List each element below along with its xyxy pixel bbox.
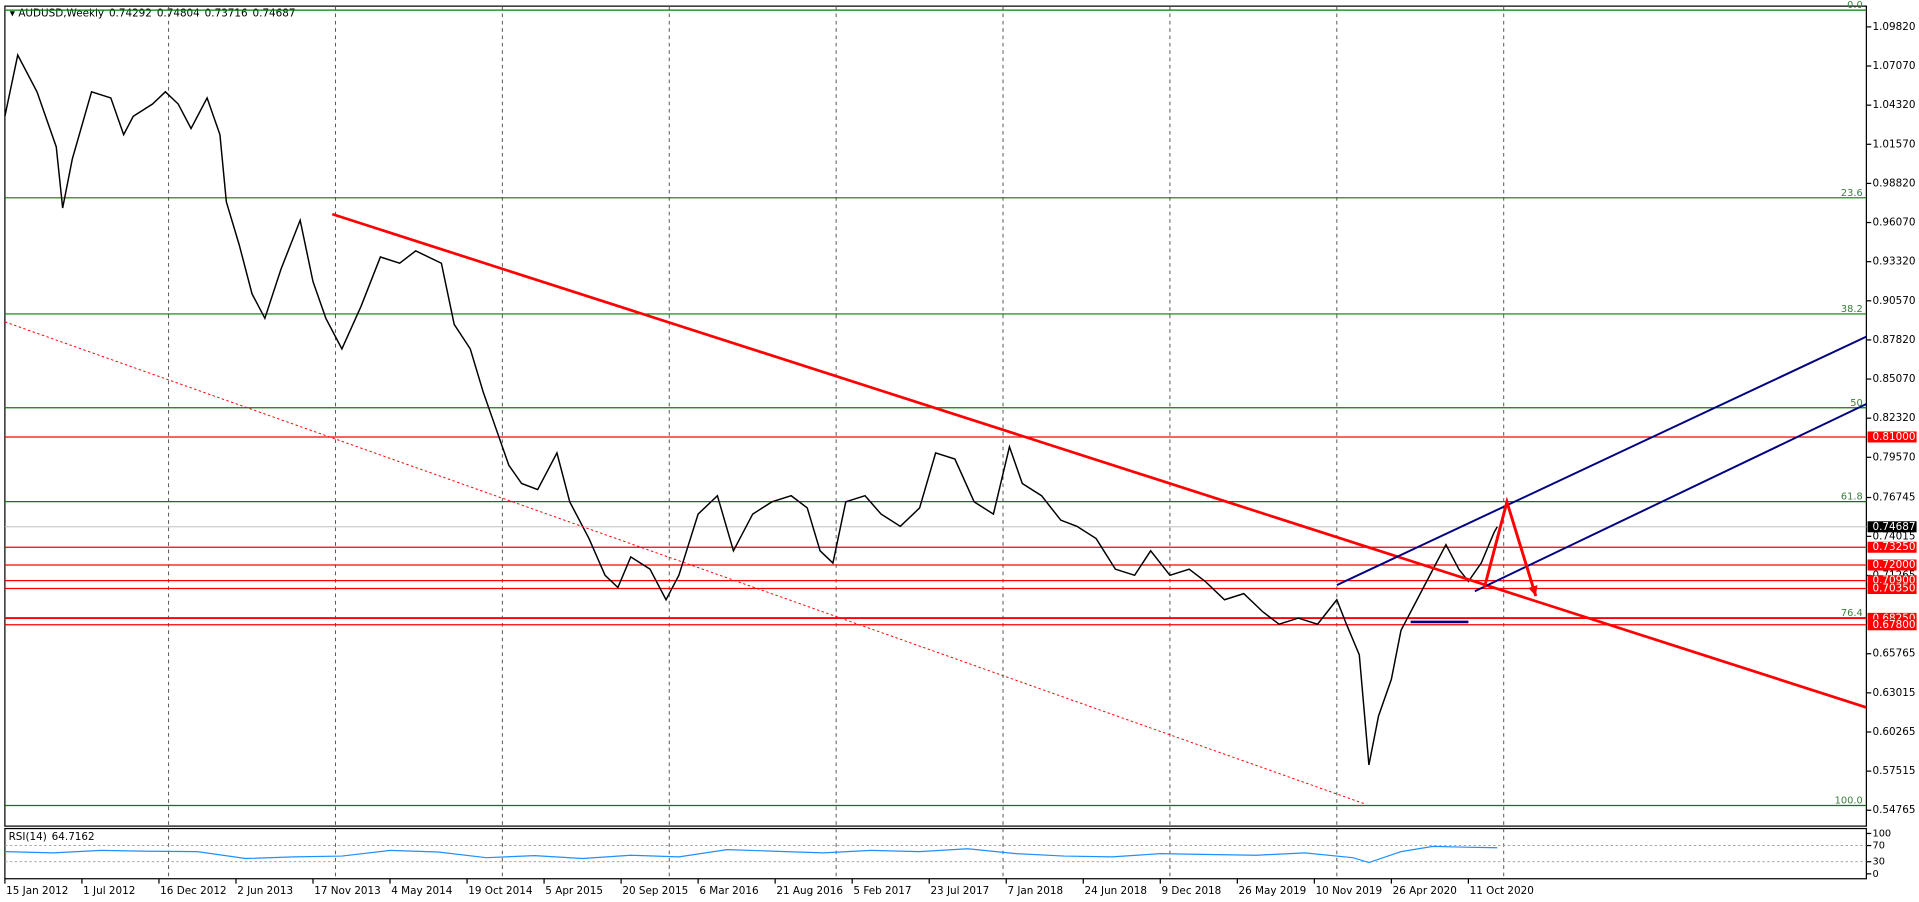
trend-line	[331, 212, 1867, 709]
x-tick-label: 17 Nov 2013	[314, 885, 381, 897]
level-label-box	[1867, 541, 1917, 553]
level-label-box	[1867, 559, 1917, 571]
y-tick-label: 0.96070	[1872, 217, 1915, 229]
chart-title: AUDUSD,Weekly	[18, 7, 104, 19]
rsi-tick-label: 30	[1872, 857, 1884, 868]
last-price-label: 0.74687	[1872, 521, 1915, 533]
fib-label: 61.8	[1841, 492, 1863, 503]
x-tick-label: 4 May 2014	[391, 885, 453, 897]
y-tick-label: 1.01570	[1872, 138, 1915, 150]
y-tick-label: 0.87820	[1872, 334, 1915, 346]
trend-line	[1483, 496, 1538, 597]
x-tick-label: 1 Jul 2012	[83, 885, 135, 897]
rsi-panel-frame	[4, 827, 1867, 880]
x-tick-label: 11 Oct 2020	[1470, 885, 1534, 897]
fib-label: 0.0	[1847, 0, 1863, 11]
level-label: 0.70350	[1872, 582, 1915, 594]
fib-label: 76.4	[1841, 608, 1863, 619]
y-tick-label: 0.90570	[1872, 295, 1915, 307]
x-tick-label: 26 May 2019	[1239, 885, 1307, 897]
level-label-box	[1867, 619, 1917, 631]
x-tick-label: 9 Dec 2018	[1162, 885, 1222, 897]
level-label: 0.67800	[1872, 619, 1915, 631]
rsi-tick-label: 0	[1872, 869, 1878, 880]
y-tick-label: 0.63015	[1872, 687, 1915, 699]
ohlc-value: 0.73716	[205, 7, 248, 19]
fib-label: 100.0	[1835, 796, 1863, 807]
x-tick-label: 6 Mar 2016	[699, 885, 758, 897]
rsi-value: 64.7162	[52, 831, 95, 843]
y-tick-label: 0.98820	[1872, 177, 1915, 189]
rsi-tick-label: 70	[1872, 841, 1884, 852]
y-tick-label: 0.79570	[1872, 451, 1915, 463]
y-tick-label: 0.76745	[1872, 492, 1915, 504]
trend-line	[1474, 403, 1867, 593]
y-tick-label: 1.04320	[1872, 99, 1915, 111]
ohlc-value: 0.74292	[109, 7, 152, 19]
x-tick-label: 19 Oct 2014	[468, 885, 533, 897]
fib-label: 50	[1850, 398, 1862, 409]
y-tick-label: 0.57515	[1872, 765, 1915, 777]
y-tick-label: 0.65765	[1872, 648, 1915, 660]
price-panel-frame	[4, 5, 1867, 827]
rsi-label: RSI(14) 64.7162	[9, 831, 95, 843]
trend-line	[1336, 335, 1867, 586]
y-tick-label: 1.09820	[1872, 21, 1915, 33]
x-tick-label: 23 Jul 2017	[930, 885, 989, 897]
x-tick-label: 24 Jun 2018	[1084, 885, 1147, 897]
level-label-box	[1867, 612, 1917, 624]
level-label: 0.81000	[1872, 431, 1915, 443]
x-tick-label: 21 Aug 2016	[776, 885, 843, 897]
fib-label: 23.6	[1841, 188, 1863, 199]
level-label: 0.72000	[1872, 559, 1915, 571]
y-tick-label: 0.85070	[1872, 373, 1915, 385]
x-tick-label: 15 Jan 2012	[6, 885, 68, 897]
last-price-box	[1867, 521, 1917, 533]
level-label-box	[1867, 582, 1917, 595]
x-tick-label: 26 Apr 2020	[1393, 885, 1457, 897]
x-tick-label: 5 Apr 2015	[545, 885, 603, 897]
x-tick-label: 10 Nov 2019	[1316, 885, 1383, 897]
level-label-box	[1867, 431, 1917, 443]
x-tick-label: 5 Feb 2017	[853, 885, 911, 897]
x-tick-label: 7 Jan 2018	[1007, 885, 1063, 897]
y-tick-label: 0.54765	[1872, 804, 1915, 816]
y-tick-label: 1.07070	[1872, 60, 1915, 72]
ohlc-value: 0.74804	[157, 7, 200, 19]
y-tick-label: 0.74015	[1872, 530, 1915, 542]
x-tick-label: 16 Dec 2012	[160, 885, 226, 897]
level-label: 0.73250	[1872, 541, 1915, 553]
x-tick-label: 2 Jun 2013	[237, 885, 293, 897]
y-tick-label: 0.93320	[1872, 256, 1915, 268]
arrow-head	[1528, 585, 1538, 597]
y-tick-label: 0.82320	[1872, 412, 1915, 424]
rsi-name: RSI(14)	[9, 831, 47, 843]
trend-line	[4, 321, 1366, 805]
y-tick-label: 0.60265	[1872, 726, 1915, 738]
level-label-box	[1867, 575, 1917, 587]
symbol-arrow: ▾	[10, 7, 19, 19]
rsi-tick-label: 100	[1872, 828, 1891, 839]
rsi-line	[4, 845, 1498, 864]
chart-header: ▾ AUDUSD,Weekly 0.74292 0.74804 0.73716 0.74…	[10, 7, 296, 19]
ohlc-value: 0.74687	[253, 7, 296, 19]
price-line	[4, 52, 1498, 766]
x-tick-label: 20 Sep 2015	[622, 885, 688, 897]
fib-label: 38.2	[1841, 304, 1863, 315]
